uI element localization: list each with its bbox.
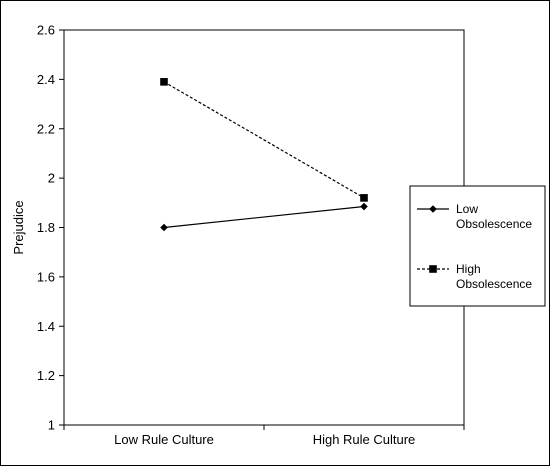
data-point	[360, 202, 368, 211]
y-tick-label: 2.6	[37, 23, 55, 38]
y-tick-label: 1.4	[37, 319, 55, 334]
y-tick-label: 2.2	[37, 121, 55, 136]
legend-label: Low	[456, 202, 478, 216]
legend-label: Obsolescence	[456, 217, 532, 231]
legend-marker	[429, 205, 437, 213]
plot-area	[63, 29, 465, 426]
legend-label: Obsolescence	[456, 277, 532, 291]
y-tick-label: 1	[48, 418, 55, 433]
data-point	[160, 78, 168, 86]
series-line-1	[163, 205, 365, 229]
y-tick-label: 1.8	[37, 220, 55, 235]
y-axis-ticks: 1 1.2 1.4 1.6 1.8 2 2.2 2.4 2.6	[37, 23, 64, 433]
y-axis-title: Prejudice	[11, 200, 26, 254]
data-point	[360, 194, 368, 202]
y-tick-label: 2	[48, 171, 55, 186]
legend-marker	[429, 265, 437, 273]
x-tick-label: Low Rule Culture	[114, 432, 214, 447]
x-axis-ticks: Low Rule Culture High Rule Culture	[63, 425, 465, 447]
legend-label: High	[456, 262, 481, 276]
y-tick-label: 2.4	[37, 72, 55, 87]
series-line-2	[163, 81, 365, 199]
y-tick-label: 1.2	[37, 368, 55, 383]
series-layer	[160, 78, 368, 232]
x-tick-label: High Rule Culture	[313, 432, 416, 447]
y-tick-label: 1.6	[37, 269, 55, 284]
data-point	[160, 223, 168, 232]
